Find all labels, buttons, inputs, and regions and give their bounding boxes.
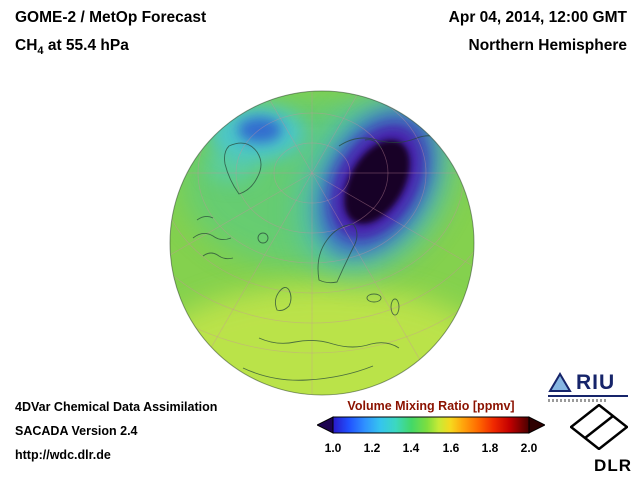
riu-wordmark: RIU — [576, 371, 616, 394]
colorbar-bar — [332, 416, 530, 434]
species-subscript: 4 — [37, 45, 44, 58]
colorbar-title: Volume Mixing Ratio [ppmv] — [347, 399, 515, 413]
riu-mountain-icon — [548, 372, 572, 392]
globe-rim — [169, 90, 475, 396]
tick-label: 2.0 — [520, 441, 538, 455]
dlr-logo: DLR — [566, 403, 632, 476]
riu-logo-row: RIU — [548, 372, 628, 393]
datetime-label: Apr 04, 2014, 12:00 GMT — [448, 9, 627, 26]
credit-line-version: SACADA Version 2.4 — [15, 424, 138, 438]
colorbar-left-arrow — [315, 416, 334, 434]
dlr-emblem-icon — [568, 403, 630, 451]
colorbar: Volume Mixing Ratio [ppmv] — [315, 399, 547, 456]
tick-label: 1.8 — [481, 441, 499, 455]
graticule — [170, 91, 474, 395]
hemisphere-globe — [167, 88, 477, 398]
dlr-wordmark: DLR — [594, 456, 632, 475]
riu-underline — [548, 395, 628, 397]
tick-label: 1.0 — [324, 441, 342, 455]
product-title: GOME-2 / MetOp Forecast — [15, 9, 207, 26]
header-left: GOME-2 / MetOp Forecast CH4 at 55.4 hPa — [15, 8, 206, 69]
colorbar-gradient — [315, 416, 547, 434]
globe-svg — [169, 90, 475, 396]
species-prefix: CH — [15, 37, 38, 54]
midlatitude-yellow-band — [170, 285, 474, 395]
riu-smallprint — [548, 399, 606, 402]
anomaly-dark-core — [344, 139, 410, 225]
colorbar-right-arrow — [528, 416, 547, 434]
tick-label: 1.4 — [402, 441, 420, 455]
credits: 4DVar Chemical Data Assimilation SACADA … — [15, 395, 217, 467]
credit-line-url: http://wdc.dlr.de — [15, 448, 111, 462]
credit-line-assimilation: 4DVar Chemical Data Assimilation — [15, 400, 218, 414]
cyan-patch-core — [238, 117, 282, 143]
tick-label: 1.2 — [363, 441, 381, 455]
species-level: CH4 at 55.4 hPa — [15, 36, 206, 61]
species-suffix: at 55.4 hPa — [43, 37, 129, 54]
hemisphere-label: Northern Hemisphere — [468, 37, 627, 54]
riu-logo: RIU — [548, 372, 628, 402]
header-right: Apr 04, 2014, 12:00 GMT Northern Hemisph… — [449, 8, 627, 64]
tick-label: 1.6 — [442, 441, 460, 455]
low-anomaly-blob — [298, 91, 456, 276]
colorbar-ticks: 1.0 1.2 1.4 1.6 1.8 2.0 — [317, 441, 545, 456]
